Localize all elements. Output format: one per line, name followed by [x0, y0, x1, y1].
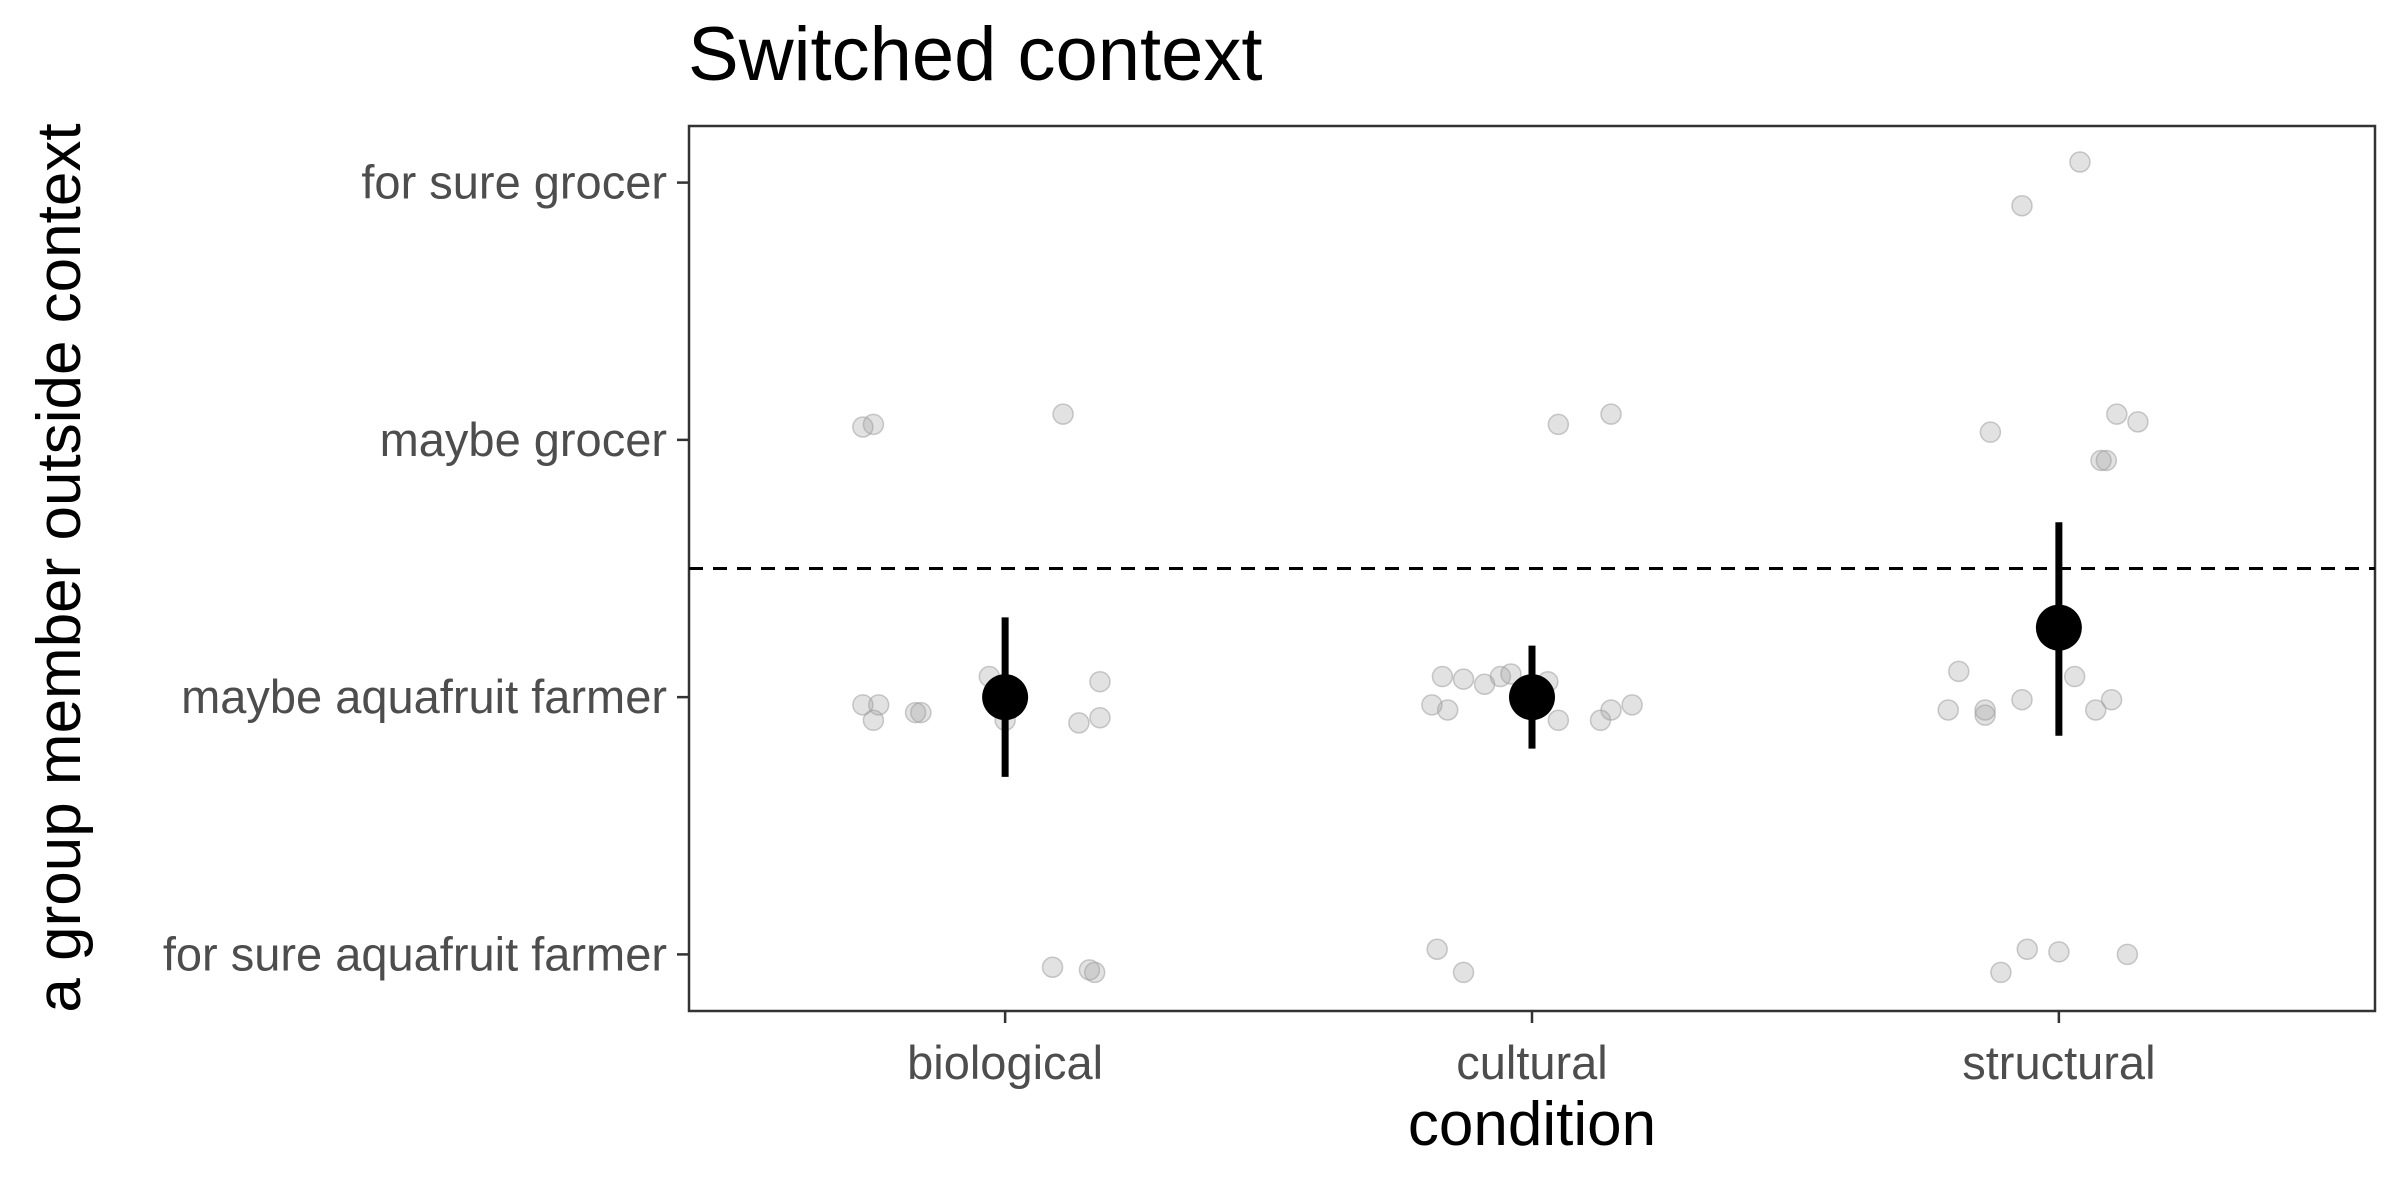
data-point-cultural-29 — [1621, 694, 1643, 716]
data-point-cultural-22 — [1500, 663, 1522, 685]
chart-title: Switched context — [688, 12, 1263, 97]
data-point-cultural-18 — [1431, 665, 1454, 688]
data-point-cultural-30 — [1426, 938, 1448, 961]
data-point-cultural-23 — [1421, 694, 1443, 716]
data-point-structural-39 — [1948, 660, 1970, 683]
data-point-biological-13 — [1041, 956, 1064, 979]
data-point-structural-45 — [2085, 699, 2107, 721]
y-axis: for sure aquafruit farmer maybe aquafruit… — [163, 156, 689, 980]
y-tick-label-3: maybe grocer — [380, 413, 667, 466]
x-tick-label-structural: structural — [1962, 1036, 2155, 1089]
data-point-structural-33 — [2011, 195, 2033, 217]
y-tick-label-1: for sure aquafruit farmer — [163, 927, 667, 980]
data-point-cultural-19 — [1452, 668, 1475, 690]
data-point-structural-32 — [2069, 151, 2091, 173]
data-point-biological-7 — [910, 701, 932, 724]
data-point-structural-49 — [2048, 941, 2070, 963]
jittered-points — [852, 151, 2149, 984]
x-tick-label-biological: biological — [907, 1036, 1103, 1089]
data-point-structural-37 — [2090, 449, 2112, 472]
data-point-structural-43 — [1974, 704, 1996, 726]
data-point-biological-5 — [862, 709, 885, 732]
data-point-structural-46 — [2100, 688, 2123, 711]
data-point-structural-48 — [2016, 938, 2039, 961]
data-point-biological-1 — [862, 413, 885, 436]
x-axis: biological cultural structural — [907, 1011, 2156, 1089]
data-point-structural-47 — [1990, 961, 2012, 984]
data-point-biological-2 — [1052, 403, 1074, 425]
data-point-cultural-31 — [1452, 961, 1475, 984]
data-point-biological-6 — [904, 701, 927, 724]
data-point-cultural-28 — [1600, 699, 1622, 721]
x-tick-label-cultural: cultural — [1456, 1036, 1608, 1089]
data-point-structural-36 — [2127, 411, 2149, 433]
y-tick-label-4: for sure grocer — [361, 156, 667, 209]
data-point-structural-35 — [2106, 403, 2128, 425]
y-axis-title: a group member outside context — [25, 123, 94, 1012]
data-point-cultural-17 — [1600, 403, 1622, 425]
summary-marks — [982, 522, 2082, 777]
data-point-structural-42 — [1974, 699, 1996, 721]
data-point-structural-38 — [2095, 449, 2118, 472]
data-point-biological-15 — [1083, 961, 1106, 984]
data-point-structural-41 — [1937, 699, 1959, 721]
x-axis-title: condition — [1408, 1090, 1656, 1159]
data-point-biological-10 — [1068, 712, 1090, 734]
plot-area — [687, 124, 2377, 1013]
data-point-biological-12 — [1089, 670, 1111, 693]
y-tick-label-2: maybe aquafruit farmer — [181, 670, 667, 723]
data-point-cultural-24 — [1436, 699, 1459, 721]
data-point-biological-3 — [852, 694, 874, 716]
data-point-structural-44 — [2011, 688, 2033, 711]
data-point-structural-50 — [2116, 943, 2139, 966]
mean-point-structural — [2035, 604, 2082, 651]
data-point-cultural-16 — [1547, 413, 1570, 436]
data-point-biological-11 — [1089, 706, 1111, 729]
data-point-structural-34 — [1979, 421, 2002, 443]
data-point-cultural-26 — [1547, 709, 1570, 732]
mean-point-biological — [982, 674, 1029, 721]
mean-point-cultural — [1509, 674, 1555, 721]
data-point-structural-40 — [2063, 665, 2086, 688]
